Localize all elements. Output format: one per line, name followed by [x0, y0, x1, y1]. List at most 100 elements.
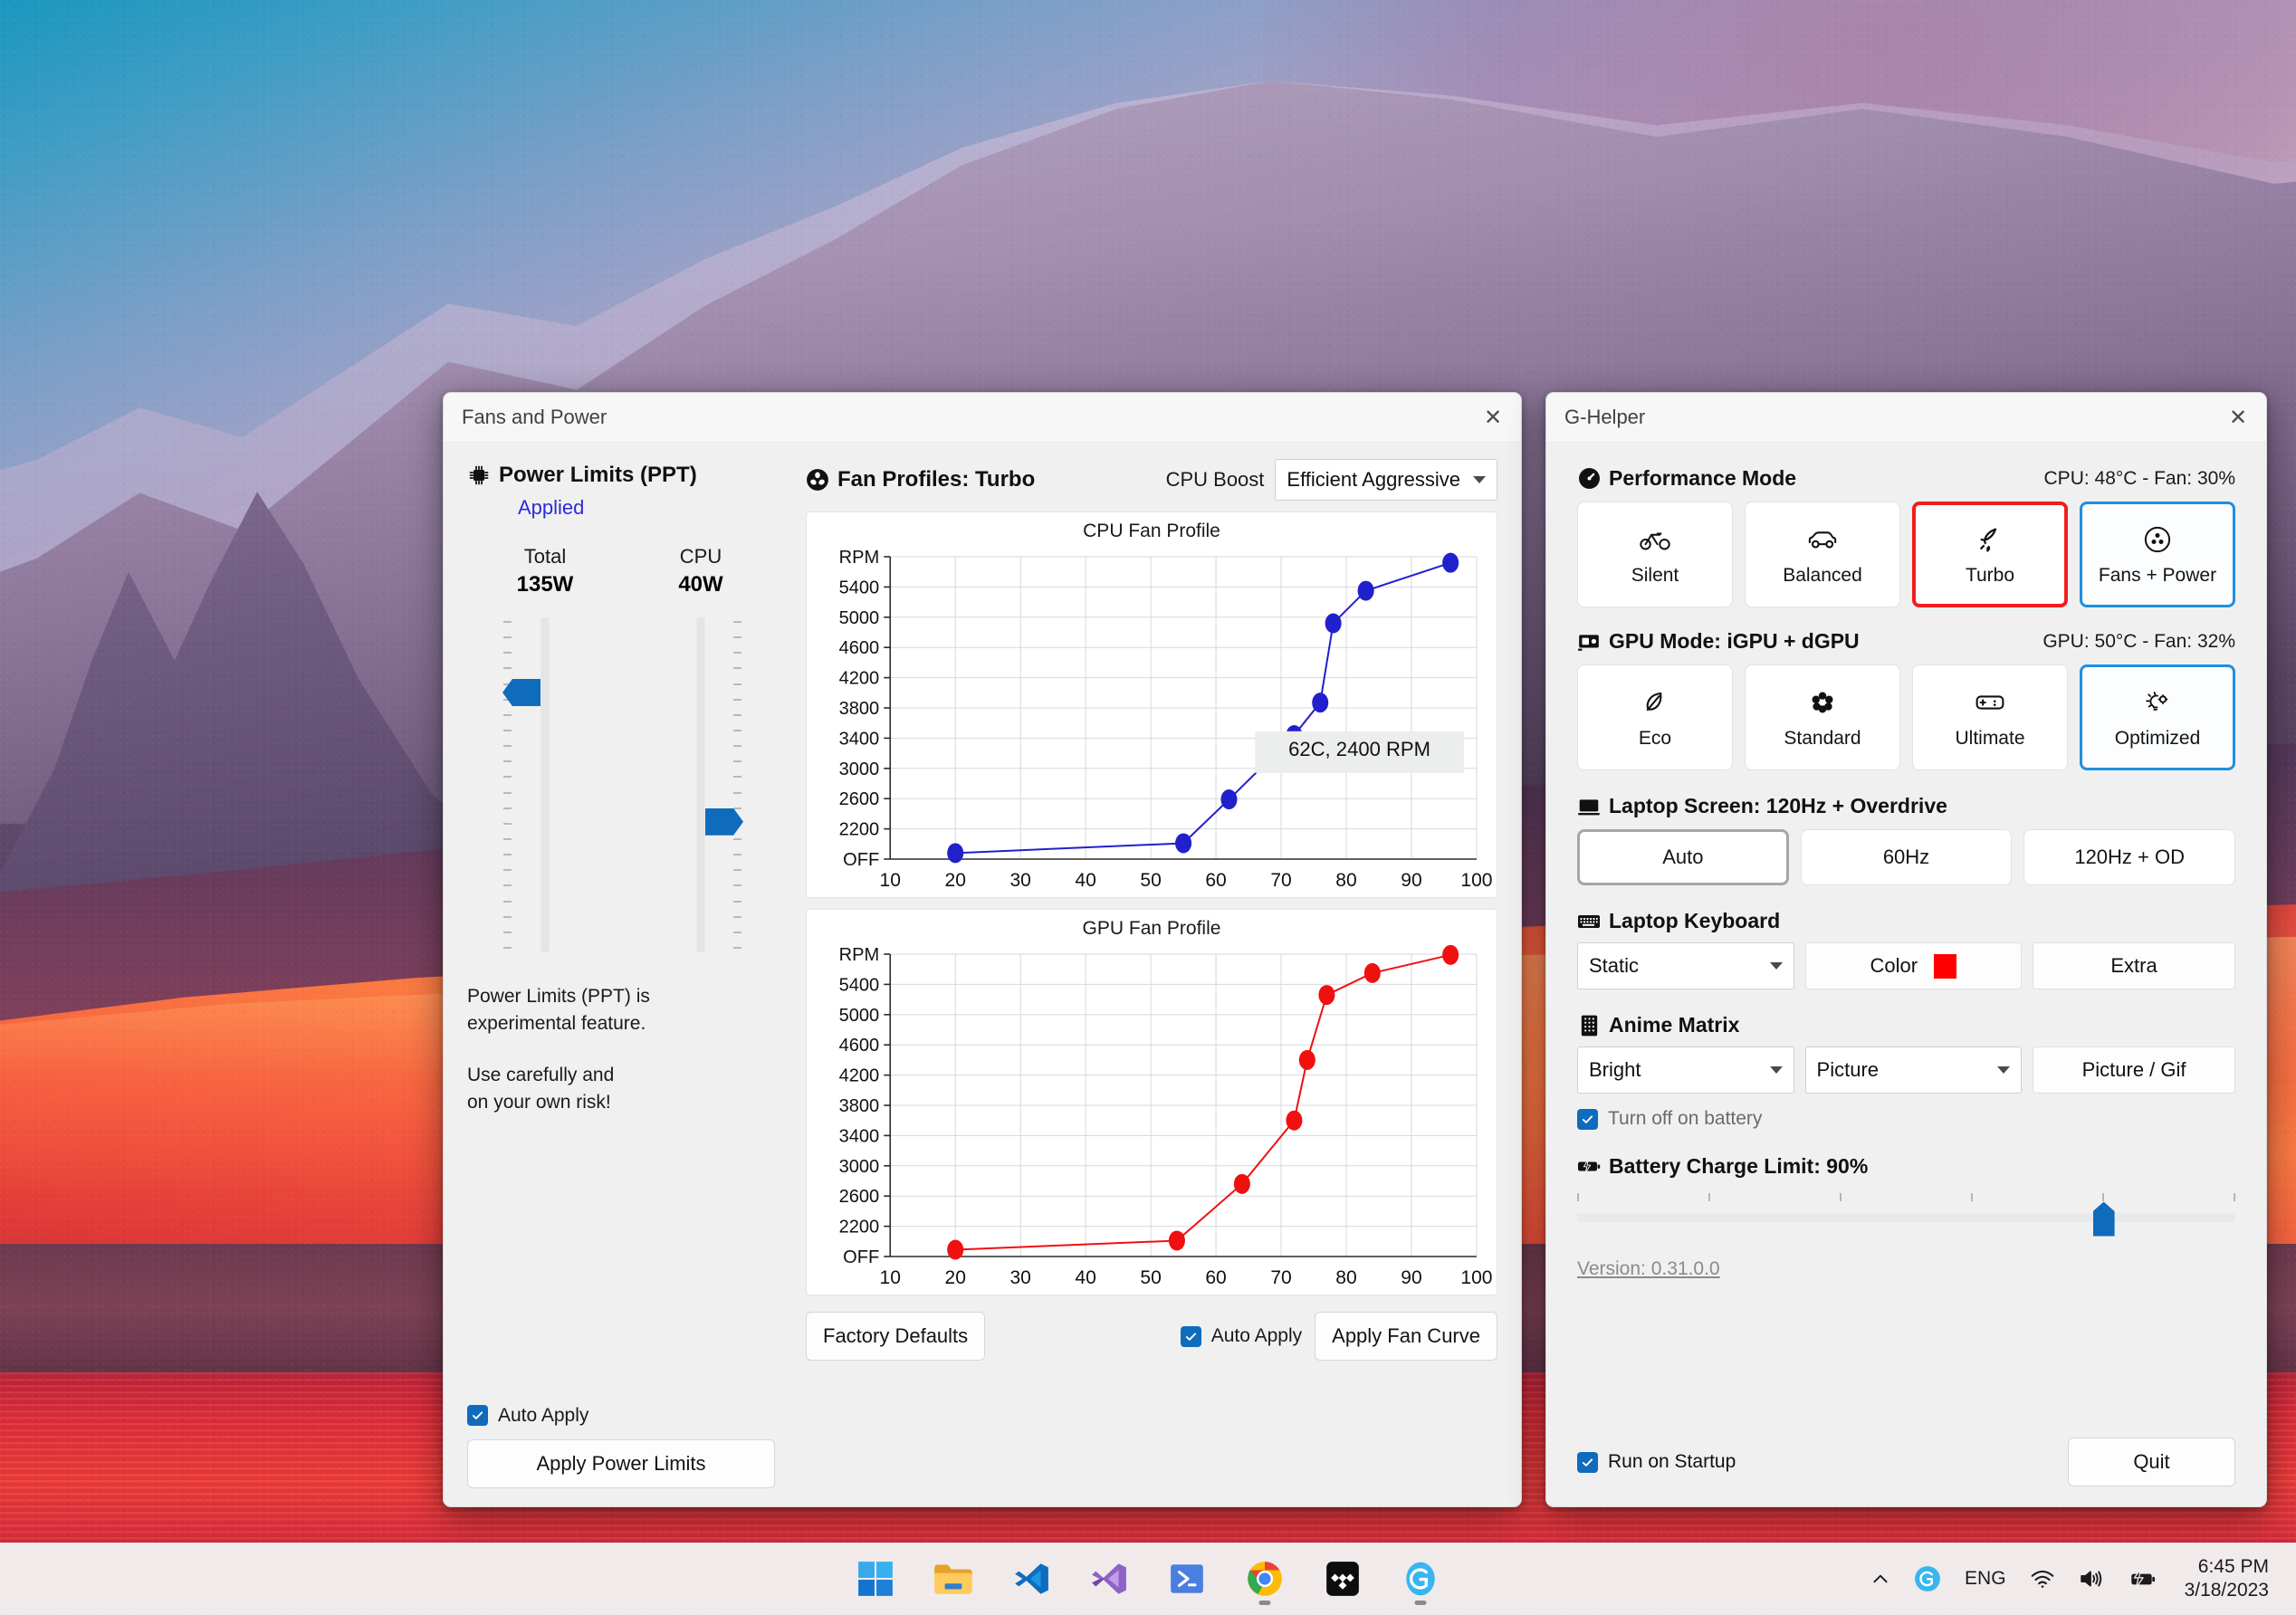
laptop-screen-options: Auto 60Hz 120Hz + OD — [1577, 829, 2235, 885]
gpu-fan-plot[interactable]: OFF 2200 2600 3000 3400 3800 4200 4600 5000 5400 R… — [807, 940, 1497, 1295]
anime-matrix-title: Anime Matrix — [1609, 1013, 1740, 1037]
fan-profiles-header: Fan Profiles: Turbo CPU Boost Efficient … — [806, 459, 1497, 501]
anime-brightness-value: Bright — [1589, 1058, 1641, 1081]
svg-text:2200: 2200 — [839, 1218, 880, 1238]
gpu-fan-chart-card: GPU Fan Profile OFF 2200 2600 3000 3400 3800 4… — [806, 909, 1497, 1295]
anime-picture-gif-button[interactable]: Picture / Gif — [2033, 1046, 2235, 1094]
svg-text:70: 70 — [1270, 1267, 1291, 1288]
car-icon — [1806, 523, 1839, 556]
battery-slider-track — [1577, 1212, 2235, 1222]
quit-button[interactable]: Quit — [2068, 1438, 2235, 1486]
cpu-boost-value: Efficient Aggressive — [1287, 468, 1460, 491]
performance-mode-turbo[interactable]: Turbo — [1912, 502, 2068, 607]
anime-matrix-header: Anime Matrix — [1577, 1013, 2235, 1037]
run-on-startup-checkbox[interactable]: Run on Startup — [1577, 1451, 1736, 1473]
keyboard-mode-select[interactable]: Static — [1577, 942, 1794, 989]
cpu-power-slider-group: CPU 40W — [623, 545, 779, 952]
ghelper-title: G-Helper — [1564, 406, 1646, 428]
svg-text:50: 50 — [1140, 870, 1161, 891]
svg-text:2200: 2200 — [839, 820, 880, 840]
vscode-icon[interactable] — [1003, 1551, 1059, 1607]
power-auto-apply-checkbox[interactable]: Auto Apply — [467, 1405, 588, 1427]
cpu-fan-plot[interactable]: OFF 2200 2600 3000 3400 3800 4200 4600 5000 5400 R… — [807, 542, 1497, 897]
svg-text:5400: 5400 — [839, 578, 880, 597]
gpu-card-icon — [1577, 630, 1601, 654]
performance-mode-header: Performance Mode CPU: 48°C - Fan: 30% — [1577, 466, 2235, 491]
performance-mode-heading: Performance Mode — [1577, 466, 1796, 491]
svg-text:80: 80 — [1335, 1267, 1356, 1288]
apply-power-limits-button[interactable]: Apply Power Limits — [467, 1439, 775, 1488]
performance-mode-silent[interactable]: Silent — [1577, 502, 1733, 607]
tray-g-helper-icon[interactable] — [1902, 1553, 1953, 1604]
chevron-down-icon — [1997, 1066, 2011, 1074]
anime-turn-off-on-battery-checkbox[interactable]: Turn off on battery — [1577, 1108, 1762, 1130]
performance-mode-fans-power[interactable]: Fans + Power — [2080, 502, 2235, 607]
anime-matrix-controls: Bright Picture Picture / Gif — [1577, 1046, 2235, 1094]
tidal-icon[interactable] — [1315, 1551, 1371, 1607]
taskbar-clock[interactable]: 6:45 PM 3/18/2023 — [2168, 1555, 2282, 1601]
total-power-track — [541, 617, 550, 952]
screen-option-auto[interactable]: Auto — [1577, 829, 1789, 885]
laptop-screen-heading: Laptop Screen: 120Hz + Overdrive — [1577, 794, 1947, 818]
battery-slider-thumb[interactable] — [2092, 1201, 2115, 1237]
g-helper-icon[interactable] — [1392, 1551, 1449, 1607]
gpu-mode-eco[interactable]: Eco — [1577, 664, 1733, 770]
keyboard-icon — [1577, 910, 1601, 933]
tray-language-indicator[interactable]: ENG — [1965, 1568, 2006, 1589]
volume-icon[interactable] — [2067, 1553, 2116, 1604]
note-line-3: Use carefully and — [467, 1064, 615, 1085]
total-power-slider[interactable] — [491, 617, 599, 952]
gpu-mode-ultimate[interactable]: Ultimate — [1912, 664, 2068, 770]
close-icon[interactable]: ✕ — [2228, 406, 2248, 430]
anime-brightness-select[interactable]: Bright — [1577, 1046, 1794, 1094]
chevron-down-icon — [1769, 1066, 1783, 1074]
svg-text:80: 80 — [1335, 870, 1356, 891]
keyboard-color-button[interactable]: Color — [1804, 942, 2023, 989]
screen-option-120hz-od[interactable]: 120Hz + OD — [2023, 829, 2235, 885]
chrome-icon[interactable] — [1237, 1551, 1293, 1607]
powershell-icon[interactable] — [1159, 1551, 1215, 1607]
anime-content-select[interactable]: Picture — [1804, 1046, 2023, 1094]
total-power-value: 135W — [516, 572, 574, 597]
tray-overflow-chevron-icon[interactable] — [1859, 1553, 1902, 1604]
gpu-mode-optimized[interactable]: Optimized — [2080, 664, 2235, 770]
windows-start-icon[interactable] — [847, 1551, 904, 1607]
cpu-fan-chart-card: CPU Fan Profile OFF 2200 2600 3000 3400 3800 4… — [806, 511, 1497, 898]
svg-text:OFF: OFF — [843, 850, 879, 870]
battery-limit-slider[interactable] — [1577, 1192, 2235, 1237]
performance-mode-balanced[interactable]: Balanced — [1745, 502, 1900, 607]
cpu-fan-chart-title: CPU Fan Profile — [1083, 521, 1220, 541]
fan-profiles-heading: Fan Profiles: Turbo — [806, 467, 1035, 492]
note-line-2: experimental feature. — [467, 1013, 646, 1035]
battery-charging-icon[interactable] — [2116, 1553, 2168, 1604]
gpu-mode-standard[interactable]: Standard — [1745, 664, 1900, 770]
svg-text:4200: 4200 — [839, 669, 880, 689]
svg-text:3000: 3000 — [839, 760, 880, 779]
version-link[interactable]: Version: 0.31.0.0 — [1577, 1257, 1720, 1279]
battery-limit-title: Battery Charge Limit: 90% — [1609, 1153, 1869, 1178]
bicycle-icon — [1640, 523, 1670, 556]
wifi-icon[interactable] — [2018, 1553, 2067, 1604]
fan-auto-apply-checkbox[interactable]: Auto Apply — [1180, 1325, 1302, 1347]
svg-text:20: 20 — [944, 870, 965, 891]
fans-window-titlebar: Fans and Power ✕ — [444, 393, 1521, 443]
gpu-mode-header: GPU Mode: iGPU + dGPU GPU: 50°C - Fan: 3… — [1577, 629, 2235, 654]
svg-text:10: 10 — [880, 870, 901, 891]
cpu-boost-select[interactable]: Efficient Aggressive — [1275, 459, 1497, 501]
apply-fan-curve-button[interactable]: Apply Fan Curve — [1315, 1312, 1497, 1361]
factory-defaults-button[interactable]: Factory Defaults — [806, 1312, 986, 1361]
keyboard-controls: Static Color Extra — [1577, 942, 2235, 989]
svg-text:100: 100 — [1460, 1267, 1492, 1288]
keyboard-extra-button[interactable]: Extra — [2033, 942, 2235, 989]
file-explorer-icon[interactable] — [925, 1551, 981, 1607]
gpu-mode-ultimate-label: Ultimate — [1955, 727, 2025, 749]
gpu-mode-standard-label: Standard — [1784, 727, 1861, 749]
cpu-power-slider[interactable] — [646, 617, 755, 952]
screen-option-60hz[interactable]: 60Hz — [1800, 829, 2013, 885]
visual-studio-icon[interactable] — [1081, 1551, 1137, 1607]
power-sliders: Total 135W CPU 40W — [467, 545, 797, 952]
performance-mode-silent-label: Silent — [1631, 564, 1679, 586]
power-actions: Auto Apply Apply Power Limits — [467, 1405, 775, 1488]
svg-text:40: 40 — [1075, 1267, 1095, 1288]
close-icon[interactable]: ✕ — [1483, 406, 1503, 430]
